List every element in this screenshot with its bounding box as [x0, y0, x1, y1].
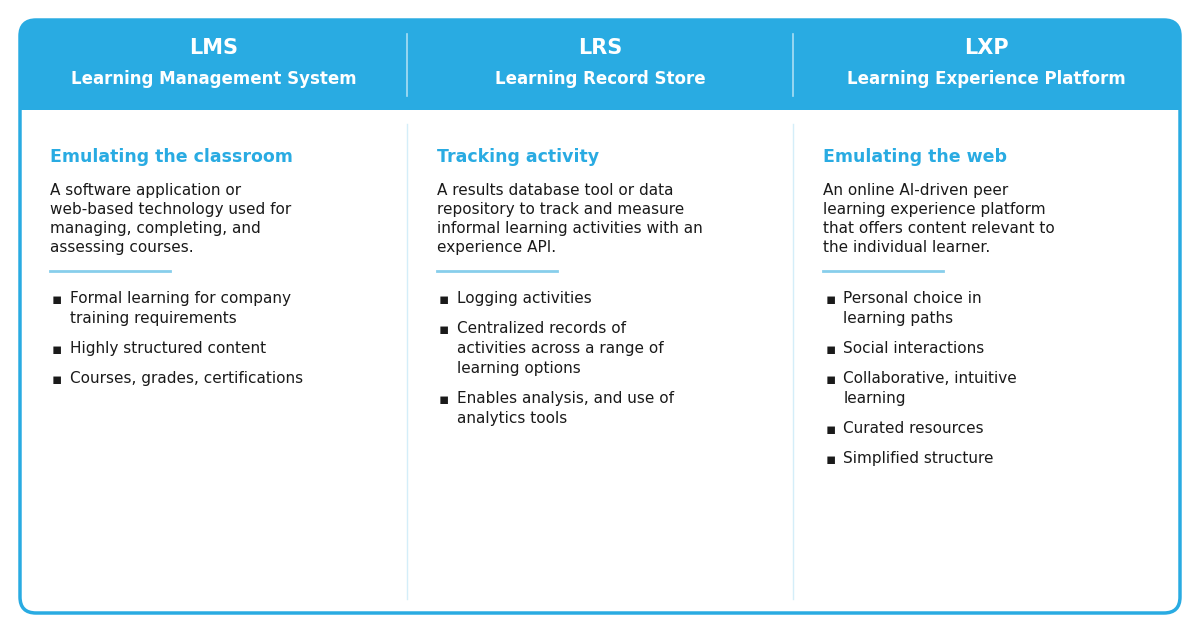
Bar: [20, 92, 1180, 110]
Text: activities across a range of: activities across a range of: [457, 341, 664, 356]
Text: Personal choice in: Personal choice in: [844, 291, 982, 306]
Text: LMS: LMS: [188, 38, 238, 58]
Text: informal learning activities with an: informal learning activities with an: [437, 221, 702, 236]
Text: that offers content relevant to: that offers content relevant to: [823, 221, 1055, 236]
Text: ▪: ▪: [826, 422, 835, 437]
Text: training requirements: training requirements: [70, 311, 236, 326]
FancyBboxPatch shape: [20, 20, 1180, 613]
Text: learning paths: learning paths: [844, 311, 954, 326]
Text: An online AI-driven peer: An online AI-driven peer: [823, 183, 1008, 198]
Text: Formal learning for company: Formal learning for company: [70, 291, 292, 306]
Text: the individual learner.: the individual learner.: [823, 240, 990, 255]
Text: Courses, grades, certifications: Courses, grades, certifications: [70, 371, 304, 386]
Text: Logging activities: Logging activities: [457, 291, 592, 306]
Text: Emulating the classroom: Emulating the classroom: [50, 148, 293, 166]
Text: Enables analysis, and use of: Enables analysis, and use of: [457, 391, 673, 406]
Text: Social interactions: Social interactions: [844, 341, 984, 356]
Text: Simplified structure: Simplified structure: [844, 451, 994, 466]
Text: Centralized records of: Centralized records of: [457, 321, 625, 336]
Text: Learning Management System: Learning Management System: [71, 70, 356, 88]
Text: ▪: ▪: [52, 341, 62, 356]
Text: learning experience platform: learning experience platform: [823, 202, 1046, 217]
Text: Highly structured content: Highly structured content: [70, 341, 266, 356]
Text: Learning Record Store: Learning Record Store: [494, 70, 706, 88]
Text: LXP: LXP: [965, 38, 1009, 58]
Text: analytics tools: analytics tools: [457, 411, 566, 426]
Text: Learning Experience Platform: Learning Experience Platform: [847, 70, 1126, 88]
Text: A software application or: A software application or: [50, 183, 241, 198]
Text: experience API.: experience API.: [437, 240, 556, 255]
Text: learning options: learning options: [457, 361, 581, 376]
Text: web-based technology used for: web-based technology used for: [50, 202, 292, 217]
FancyBboxPatch shape: [20, 20, 1180, 110]
Text: assessing courses.: assessing courses.: [50, 240, 193, 255]
Text: ▪: ▪: [826, 341, 835, 356]
Text: ▪: ▪: [826, 292, 835, 306]
Text: learning: learning: [844, 391, 906, 406]
Text: Emulating the web: Emulating the web: [823, 148, 1007, 166]
Text: ▪: ▪: [826, 451, 835, 467]
Text: Tracking activity: Tracking activity: [437, 148, 599, 166]
Text: ▪: ▪: [52, 292, 62, 306]
Text: Collaborative, intuitive: Collaborative, intuitive: [844, 371, 1018, 386]
Text: ▪: ▪: [439, 322, 449, 337]
Text: managing, completing, and: managing, completing, and: [50, 221, 260, 236]
Text: ▪: ▪: [439, 292, 449, 306]
Text: Curated resources: Curated resources: [844, 421, 984, 436]
Text: ▪: ▪: [52, 372, 62, 387]
Text: repository to track and measure: repository to track and measure: [437, 202, 684, 217]
Text: ▪: ▪: [826, 372, 835, 387]
Text: LRS: LRS: [578, 38, 622, 58]
Text: A results database tool or data: A results database tool or data: [437, 183, 673, 198]
Text: ▪: ▪: [439, 391, 449, 406]
